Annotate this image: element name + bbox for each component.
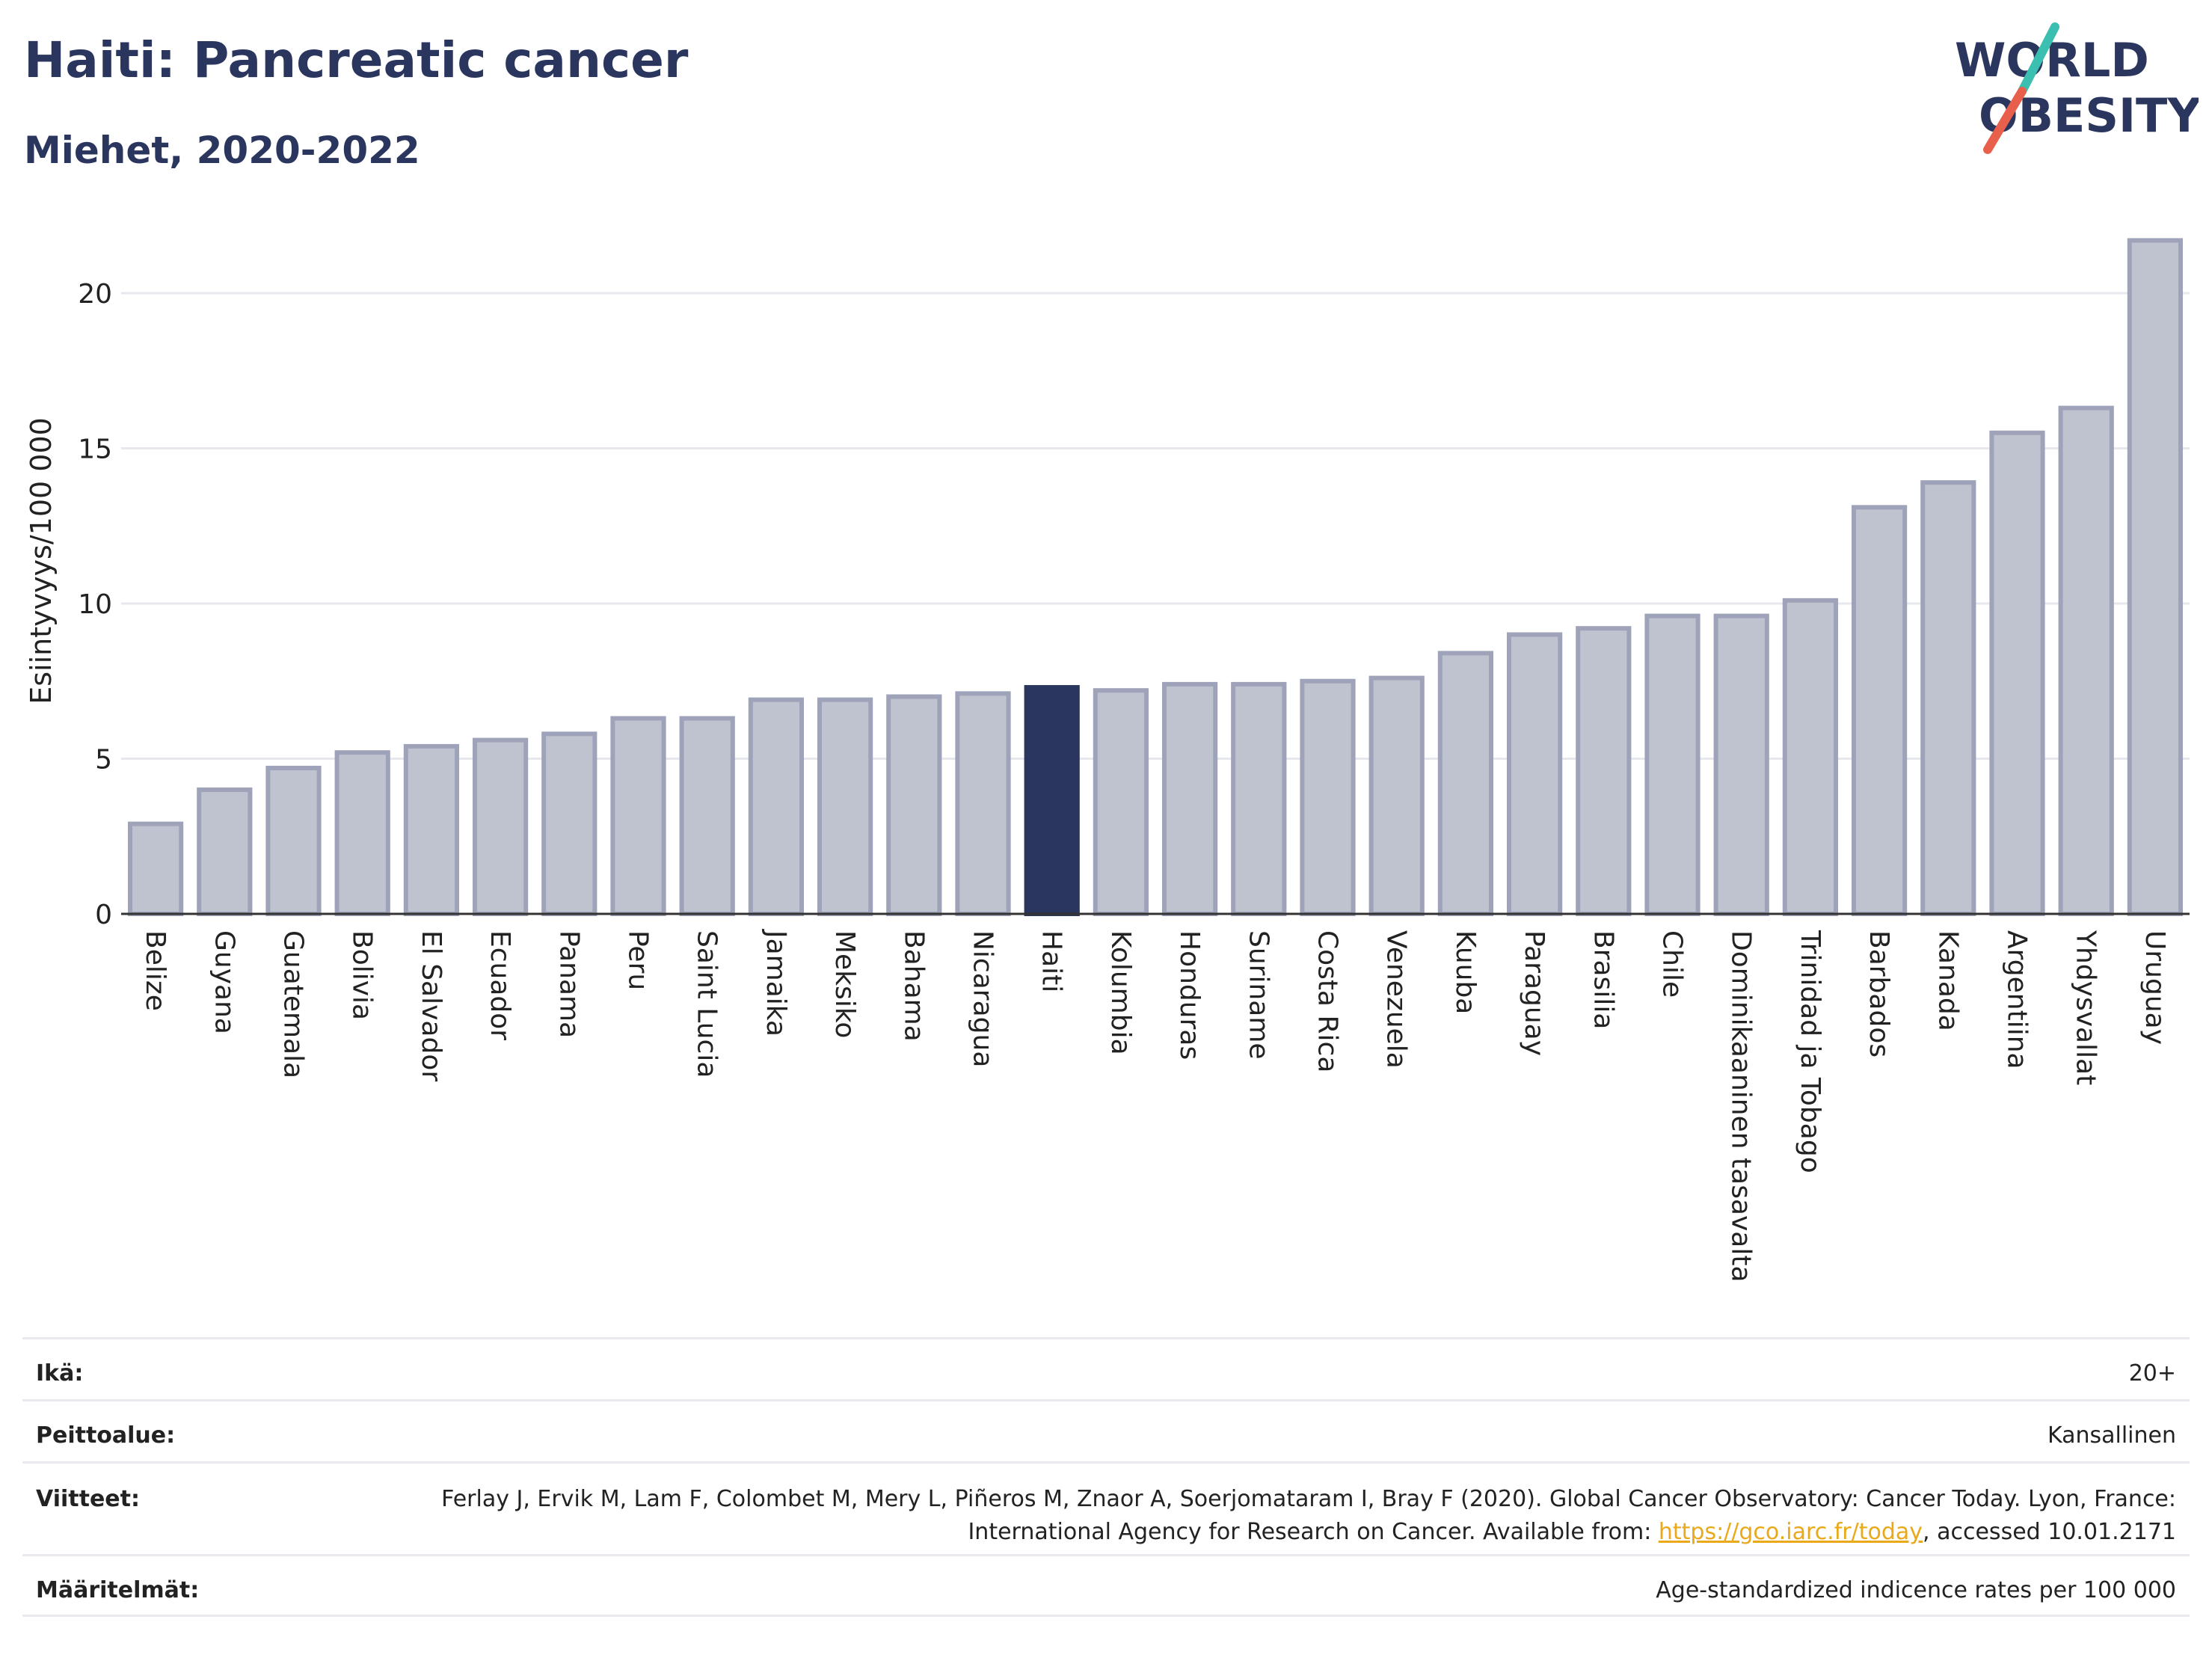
y-tick-label: 20 (78, 279, 112, 310)
bars (127, 238, 2184, 917)
bar-bahama (886, 694, 942, 916)
bar-chile (1644, 613, 1701, 916)
references-link[interactable]: https://gco.iarc.fr/today (1658, 1519, 1923, 1545)
bar-argentiina (1989, 430, 2045, 916)
y-tick-label: 0 (95, 900, 112, 930)
bar-honduras (1161, 681, 1218, 917)
x-tick-label: Kuuba (1450, 930, 1481, 1014)
coverage-value: Kansallinen (2047, 1422, 2176, 1449)
references-label: Viitteet: (36, 1486, 140, 1512)
bar-uruguay (2127, 238, 2184, 916)
x-tick-label: Barbados (1864, 930, 1894, 1057)
x-tick-label: Kanada (1932, 930, 1963, 1031)
references-text-1: Ferlay J, Ervik M, Lam F, Colombet M, Me… (441, 1486, 2176, 1545)
x-tick-label: Venezuela (1381, 930, 1412, 1069)
coverage-label: Peittoalue: (36, 1422, 176, 1449)
bar-panama (541, 731, 597, 916)
y-tick-label: 10 (78, 589, 112, 620)
x-tick-label: El Salvador (416, 930, 446, 1081)
x-tick-label: Chile (1657, 930, 1688, 998)
bar-ecuador (472, 737, 529, 916)
x-tick-label: Panama (553, 930, 584, 1038)
definitions-value: Age-standardized indicence rates per 100… (1656, 1577, 2176, 1603)
bar-jamaika (748, 697, 805, 917)
x-tick-label: Bolivia (347, 930, 378, 1020)
bar-venezuela (1368, 675, 1425, 916)
info-row-age: Ikä: 20+ (22, 1337, 2190, 1399)
x-tick-label: Guatemala (278, 930, 309, 1078)
bar-suriname (1231, 681, 1287, 917)
info-row-references: Viitteet: Ferlay J, Ervik M, Lam F, Colo… (22, 1461, 2190, 1554)
references-text-2: , accessed 10.01.2171 (1923, 1519, 2176, 1545)
x-tick-label: Argentiina (2002, 930, 2033, 1069)
bar-yhdysvallat (2058, 405, 2114, 916)
bar-chart: 0 5 10 15 20 Esiintyvyys/100 000 Belize Guyan… (25, 238, 2190, 1283)
x-tick-label: Honduras (1174, 930, 1205, 1060)
grid-lines (121, 292, 2190, 760)
x-tick-label: Peru (623, 930, 654, 990)
x-tick-label: Bahama (898, 930, 929, 1042)
x-tick-label: Jamaika (761, 929, 791, 1037)
bar-peru (610, 716, 666, 916)
bar-kuuba (1437, 651, 1494, 917)
x-tick-label: Meksiko (829, 930, 860, 1038)
bar-dominikaaninen-tasavalta (1713, 613, 1769, 916)
bar-meksiko (817, 697, 873, 917)
y-tick-label: 5 (95, 745, 112, 776)
bar-kolumbia (1093, 688, 1149, 916)
x-tick-label: Nicaragua (968, 930, 998, 1067)
bar-saint-lucia (679, 716, 735, 916)
world-obesity-logo: WORLD OBESITY (1955, 22, 2199, 154)
page-subtitle: Miehet, 2020-2022 (24, 129, 420, 172)
x-tick-label: Kolumbia (1105, 930, 1136, 1055)
definitions-label: Määritelmät: (36, 1577, 200, 1603)
info-table: Ikä: 20+ Peittoalue: Kansallinen Viittee… (22, 1337, 2190, 1617)
bar-bolivia (334, 750, 390, 917)
bar-brasilia (1576, 626, 1632, 916)
y-axis-label: Esiintyvyys/100 000 (25, 417, 58, 704)
references-value: Ferlay J, Ervik M, Lam F, Colombet M, Me… (441, 1483, 2176, 1549)
x-tick-label: Trinidad ja Tobago (1795, 930, 1825, 1173)
x-tick-label: Paraguay (1519, 930, 1549, 1056)
bar-haiti (1024, 685, 1080, 916)
x-tick-label: Ecuador (485, 930, 515, 1040)
y-axis-ticks: 0 5 10 15 20 (78, 279, 112, 930)
bar-barbados (1851, 505, 1908, 916)
x-tick-label: Dominikaaninen tasavalta (1726, 930, 1757, 1283)
bar-guyana (197, 787, 253, 916)
x-tick-label: Haiti (1036, 930, 1067, 992)
bar-nicaragua (955, 691, 1011, 916)
x-tick-label: Costa Rica (1312, 930, 1343, 1072)
page-title: Haiti: Pancreatic cancer (24, 31, 689, 89)
x-tick-label: Brasilia (1588, 930, 1618, 1029)
age-value: 20+ (2128, 1360, 2176, 1387)
age-label: Ikä: (36, 1360, 84, 1387)
x-tick-label: Belize (140, 930, 170, 1011)
x-tick-label: Guyana (209, 930, 239, 1034)
bar-kanada (1920, 480, 1976, 916)
info-row-definitions: Määritelmät: Age-standardized indicence … (22, 1554, 2190, 1617)
bar-costa-rica (1300, 678, 1356, 916)
y-tick-label: 15 (78, 435, 112, 465)
bar-belize (127, 821, 184, 917)
x-tick-label: Suriname (1243, 930, 1274, 1060)
bar-el-salvador (403, 743, 460, 917)
info-row-coverage: Peittoalue: Kansallinen (22, 1399, 2190, 1461)
bar-guatemala (265, 765, 322, 916)
x-tick-label: Uruguay (2139, 930, 2170, 1045)
bar-trinidad-ja-tobago (1782, 598, 1839, 916)
bar-paraguay (1506, 632, 1563, 916)
x-axis-labels: Belize Guyana Guatemala Bolivia El Salvador E… (140, 929, 2170, 1283)
x-tick-label: Saint Lucia (692, 930, 722, 1078)
x-tick-label: Yhdysvallat (2071, 930, 2101, 1085)
